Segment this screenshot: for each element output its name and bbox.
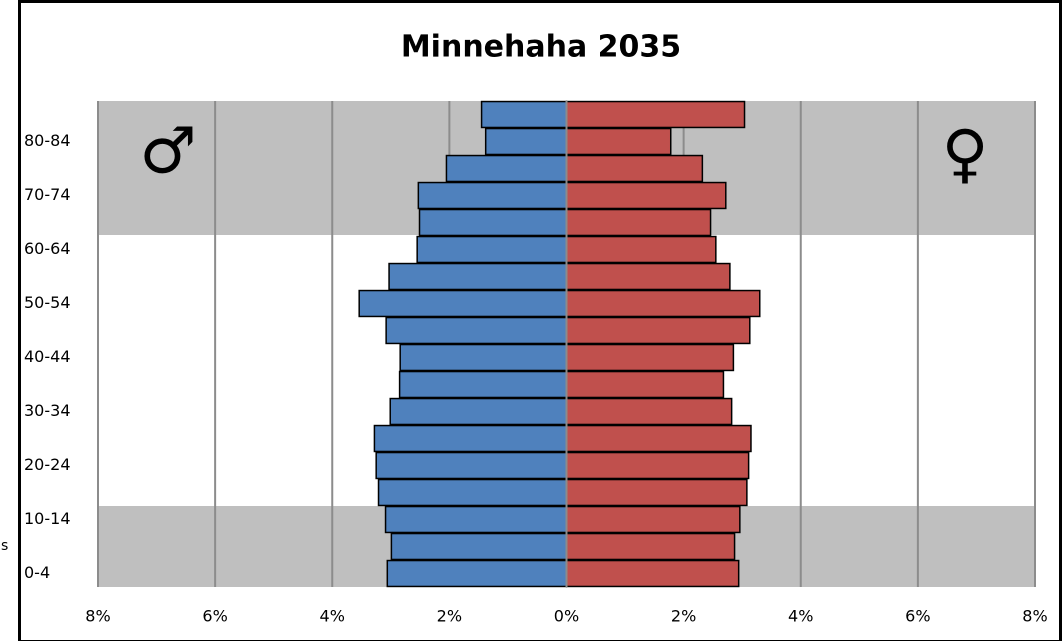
bar	[445, 154, 568, 183]
bar	[418, 208, 568, 237]
bar	[565, 397, 733, 426]
bar	[386, 559, 568, 588]
y-tick-label: 30-34	[24, 401, 71, 420]
bar	[389, 397, 568, 426]
legend-male: ♂	[139, 115, 196, 189]
bar	[417, 181, 568, 210]
bar	[565, 289, 761, 318]
y-tick-label: 10-14	[24, 509, 71, 528]
bar	[565, 532, 736, 561]
annotation: s	[1, 538, 8, 554]
bar	[565, 505, 741, 534]
bar	[565, 100, 746, 129]
y-tick-label: 60-64	[24, 239, 71, 258]
bar	[388, 262, 568, 291]
y-tick-label: 20-24	[24, 455, 71, 474]
bar	[373, 424, 568, 453]
bar	[565, 370, 725, 399]
bar	[565, 127, 672, 156]
bar	[565, 208, 712, 237]
x-tick-label: 8%	[85, 607, 110, 626]
bar	[565, 424, 752, 453]
y-tick-label: 50-54	[24, 293, 71, 312]
bar	[480, 100, 568, 129]
bar	[377, 478, 568, 507]
bar	[565, 262, 731, 291]
bar	[399, 343, 568, 372]
bar	[398, 370, 568, 399]
bar	[416, 235, 568, 264]
x-tick-label: 2%	[437, 607, 462, 626]
y-tick-label: 80-84	[24, 131, 71, 150]
x-tick-label: 4%	[320, 607, 345, 626]
legend-female: ♀	[942, 118, 989, 192]
x-tick-label: 8%	[1022, 607, 1047, 626]
bar	[565, 343, 735, 372]
bar	[565, 154, 704, 183]
bar	[565, 181, 727, 210]
y-tick-label: 0-4	[24, 563, 50, 582]
bar	[384, 505, 568, 534]
bar	[565, 316, 751, 345]
bar	[484, 127, 568, 156]
bar	[565, 559, 740, 588]
bar	[565, 478, 748, 507]
y-tick-label: 70-74	[24, 185, 71, 204]
bar	[565, 235, 717, 264]
bar	[385, 316, 568, 345]
bar	[390, 532, 568, 561]
bar	[565, 451, 750, 480]
x-tick-label: 0%	[554, 607, 579, 626]
bar	[375, 451, 568, 480]
chart-title: Minnehaha 2035	[401, 30, 681, 65]
x-tick-label: 6%	[905, 607, 930, 626]
bar	[358, 289, 568, 318]
x-tick-label: 4%	[788, 607, 813, 626]
x-tick-label: 2%	[671, 607, 696, 626]
x-tick-label: 6%	[202, 607, 227, 626]
frame	[18, 0, 1062, 641]
y-tick-label: 40-44	[24, 347, 71, 366]
